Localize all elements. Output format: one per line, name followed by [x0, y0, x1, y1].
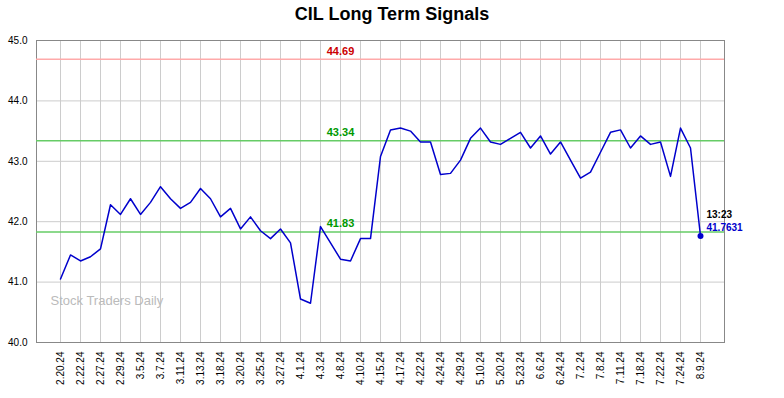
svg-text:4.15.24: 4.15.24 [375, 351, 386, 385]
svg-text:6.6.24: 6.6.24 [535, 351, 546, 379]
svg-text:3.25.24: 3.25.24 [255, 351, 266, 385]
svg-text:5.20.24: 5.20.24 [495, 351, 506, 385]
svg-text:41.0: 41.0 [8, 276, 28, 287]
svg-text:4.24.24: 4.24.24 [435, 351, 446, 385]
svg-text:40.0: 40.0 [8, 337, 28, 348]
svg-text:3.11.24: 3.11.24 [175, 351, 186, 384]
svg-text:3.27.24: 3.27.24 [275, 351, 286, 385]
svg-text:3.20.24: 3.20.24 [235, 351, 246, 385]
svg-text:41.83: 41.83 [327, 217, 355, 229]
svg-text:2.22.24: 2.22.24 [75, 351, 86, 385]
svg-text:3.13.24: 3.13.24 [195, 351, 206, 385]
svg-text:13:23: 13:23 [707, 209, 733, 220]
svg-text:43.0: 43.0 [8, 156, 28, 167]
svg-text:Stock Traders Daily: Stock Traders Daily [51, 293, 164, 308]
svg-text:4.8.24: 4.8.24 [335, 351, 346, 379]
svg-text:41.7631: 41.7631 [707, 222, 744, 233]
svg-text:4.22.24: 4.22.24 [415, 351, 426, 385]
svg-text:7.22.24: 7.22.24 [655, 351, 666, 385]
svg-text:5.10.24: 5.10.24 [475, 351, 486, 385]
svg-text:2.20.24: 2.20.24 [55, 351, 66, 385]
svg-text:3.5.24: 3.5.24 [135, 351, 146, 379]
svg-text:45.0: 45.0 [8, 35, 28, 46]
svg-text:7.18.24: 7.18.24 [635, 351, 646, 385]
svg-text:43.34: 43.34 [327, 126, 355, 138]
svg-text:44.69: 44.69 [327, 45, 355, 57]
svg-text:2.29.24: 2.29.24 [115, 351, 126, 385]
html-text:CIL Long Term Signals: CIL Long Term Signals [294, 4, 490, 24]
svg-text:7.8.24: 7.8.24 [595, 351, 606, 379]
svg-text:4.1.24: 4.1.24 [295, 351, 306, 379]
svg-text:8.9.24: 8.9.24 [695, 351, 706, 379]
svg-text:7.11.24: 7.11.24 [615, 351, 626, 384]
svg-text:5.23.24: 5.23.24 [515, 351, 526, 385]
svg-text:3.7.24: 3.7.24 [155, 351, 166, 379]
svg-text:4.10.24: 4.10.24 [355, 351, 366, 385]
svg-text:4.29.24: 4.29.24 [455, 351, 466, 385]
svg-text:2.27.24: 2.27.24 [95, 351, 106, 385]
svg-text:3.18.24: 3.18.24 [215, 351, 226, 385]
svg-text:4.17.24: 4.17.24 [395, 351, 406, 385]
svg-text:42.0: 42.0 [8, 216, 28, 227]
svg-text:7.2.24: 7.2.24 [575, 351, 586, 379]
svg-text:4.3.24: 4.3.24 [315, 351, 326, 379]
svg-text:44.0: 44.0 [8, 95, 28, 106]
svg-text:7.24.24: 7.24.24 [675, 351, 686, 385]
svg-text:6.24.24: 6.24.24 [555, 351, 566, 385]
